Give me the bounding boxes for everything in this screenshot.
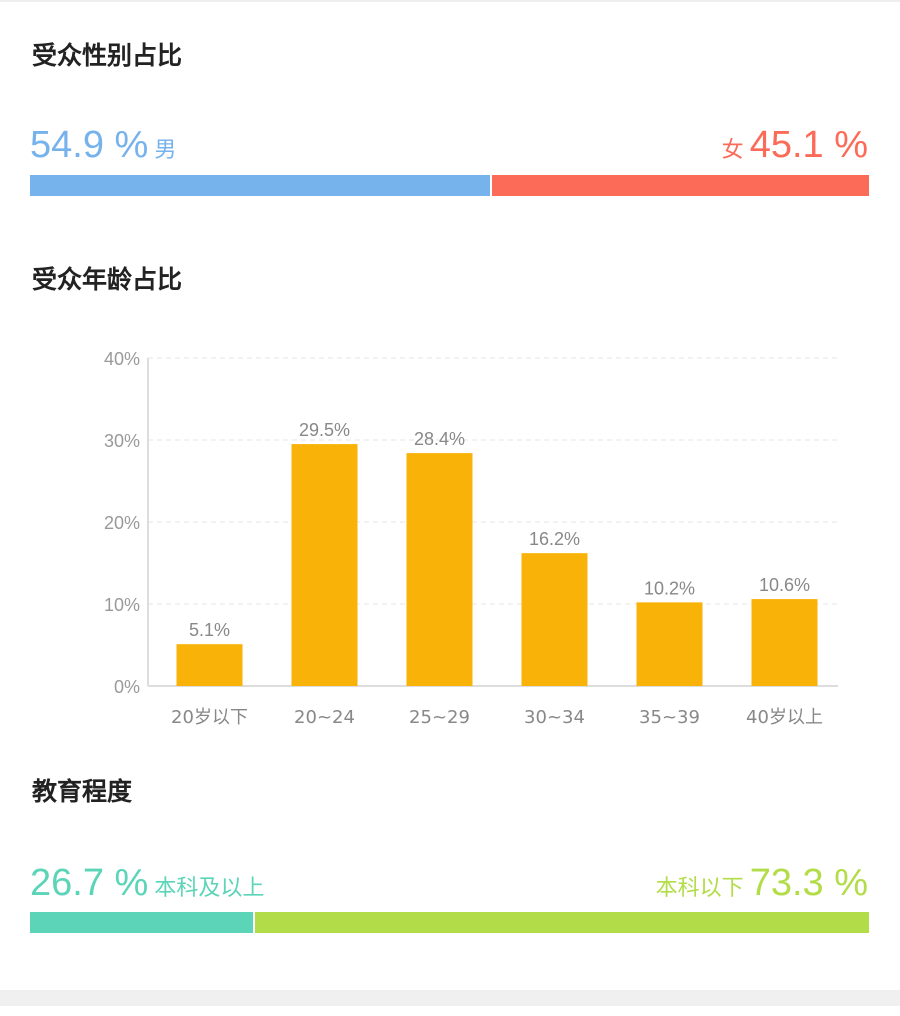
- edu-above-stat: 26.7 % 本科及以上: [30, 862, 270, 905]
- female-value: 45.1 %: [749, 124, 868, 166]
- gender-title: 受众性别占比: [32, 41, 183, 70]
- y-tick-label: 20%: [104, 513, 140, 533]
- data-label: 29.5%: [299, 420, 350, 440]
- data-label: 5.1%: [189, 620, 230, 640]
- y-tick-label: 0%: [114, 677, 140, 697]
- x-tick-label: 40岁以上: [746, 707, 823, 728]
- data-label: 10.2%: [644, 578, 695, 598]
- edu-below-stat: 本科以下 73.3 %: [650, 862, 868, 905]
- y-tick-label: 10%: [104, 595, 140, 615]
- x-tick-label: 20岁以下: [171, 707, 248, 728]
- x-tick-label: 30~34: [524, 707, 585, 728]
- male-stat: 54.9 % 男: [30, 124, 182, 167]
- top-divider: [0, 0, 900, 2]
- x-tick-label: 35~39: [639, 707, 700, 728]
- age-bar-chart: 0% 10% 20% 30% 40% 5.1% 20岁以下 29.5% 20~24 28.4% 25…: [104, 349, 838, 728]
- age-title: 受众年龄占比: [32, 265, 183, 294]
- x-tick-label: 25~29: [409, 707, 470, 728]
- edu-above-value: 26.7 %: [30, 862, 149, 904]
- bar-40岁以上: [751, 599, 818, 686]
- y-tick-label: 40%: [104, 349, 140, 369]
- female-label: 女: [721, 138, 744, 163]
- education-title: 教育程度: [32, 777, 133, 806]
- bar-30~34: [521, 553, 588, 686]
- edu-below-value: 73.3 %: [749, 862, 868, 904]
- data-label: 16.2%: [529, 529, 580, 549]
- bottom-separator: [0, 990, 900, 1006]
- data-label: 28.4%: [414, 429, 465, 449]
- male-value: 54.9 %: [30, 124, 149, 166]
- edu-below-bar: [255, 912, 869, 933]
- edu-above-label: 本科及以上: [154, 876, 265, 901]
- edu-below-label: 本科以下: [655, 876, 744, 901]
- x-tick-label: 20~24: [294, 707, 355, 728]
- female-stat: 女 45.1 %: [716, 124, 868, 167]
- male-label: 男: [154, 138, 177, 163]
- bar-25~29: [406, 453, 473, 686]
- female-bar: [491, 175, 869, 196]
- data-label: 10.6%: [759, 575, 810, 595]
- y-tick-label: 30%: [104, 431, 140, 451]
- edu-above-bar: [30, 912, 253, 933]
- bar-35~39: [636, 602, 703, 686]
- male-bar: [30, 175, 490, 196]
- bar-20岁以下: [176, 644, 243, 686]
- bar-20~24: [291, 444, 358, 686]
